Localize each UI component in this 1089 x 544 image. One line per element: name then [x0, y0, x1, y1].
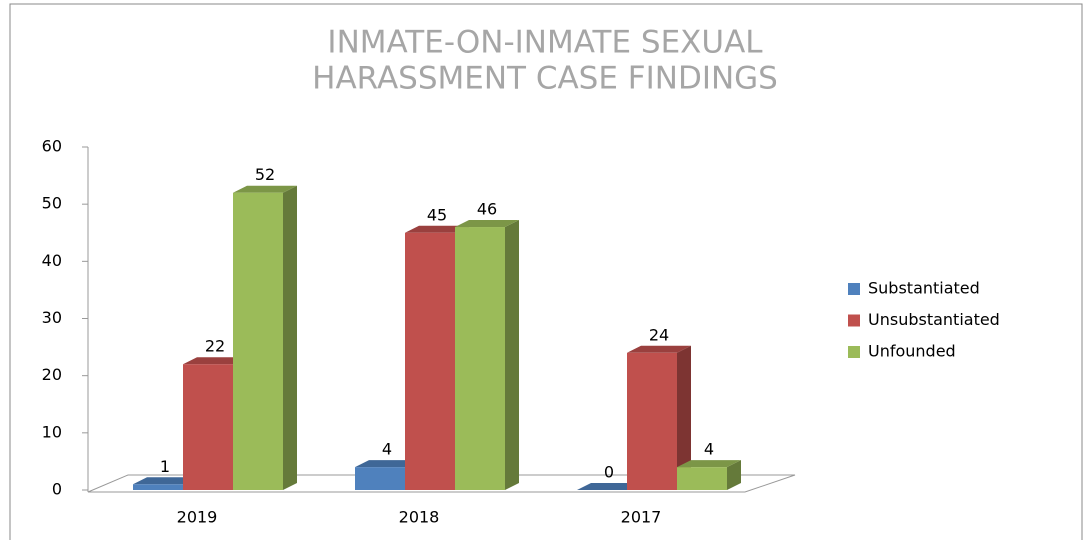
chart-title: INMATE-ON-INMATE SEXUAL — [327, 25, 763, 61]
legend-label: Substantiated — [868, 279, 980, 298]
data-label: 4 — [382, 440, 392, 459]
bar — [405, 232, 455, 490]
bar-top — [577, 483, 641, 490]
data-label: 24 — [649, 325, 669, 344]
bar — [677, 467, 727, 490]
bar-side — [727, 460, 741, 490]
y-tick-label: 20 — [42, 365, 62, 384]
bar-top — [233, 185, 297, 193]
x-tick-label: 2019 — [177, 508, 218, 527]
data-label: 1 — [160, 457, 170, 476]
data-label: 45 — [427, 205, 447, 224]
bar — [627, 352, 677, 490]
data-label: 0 — [604, 463, 614, 482]
legend-label: Unfounded — [868, 342, 956, 361]
data-label: 46 — [477, 200, 497, 219]
legend-swatch — [848, 283, 860, 295]
bar-top — [627, 345, 691, 353]
x-tick-label: 2018 — [399, 508, 440, 527]
bar — [133, 484, 183, 490]
y-tick-label: 60 — [42, 137, 62, 156]
data-label: 52 — [255, 165, 275, 184]
bar — [233, 192, 283, 490]
floor — [87, 474, 796, 493]
bar-side — [677, 345, 691, 490]
bar-top — [405, 225, 469, 233]
data-label: 4 — [704, 440, 714, 459]
legend-swatch — [848, 346, 860, 358]
bar-side — [283, 185, 297, 490]
y-tick-label: 40 — [42, 251, 62, 270]
chart-title: HARASSMENT CASE FINDINGS — [312, 61, 778, 97]
y-tick-label: 50 — [42, 194, 62, 213]
y-tick-label: 30 — [42, 308, 62, 327]
bar — [455, 227, 505, 491]
y-tick-label: 0 — [52, 480, 62, 499]
legend-label: Unsubstantiated — [868, 310, 1000, 329]
y-tick-label: 10 — [42, 422, 62, 441]
x-tick-label: 2017 — [621, 508, 662, 527]
legend-swatch — [848, 314, 860, 327]
bar-side — [505, 220, 519, 491]
bar-top — [455, 220, 519, 228]
bar-top — [677, 460, 741, 468]
bar-top — [183, 357, 247, 365]
bar-top — [133, 477, 197, 485]
bar — [183, 364, 233, 490]
bar-top — [355, 460, 419, 468]
bar — [355, 467, 405, 490]
data-label: 22 — [205, 337, 225, 356]
